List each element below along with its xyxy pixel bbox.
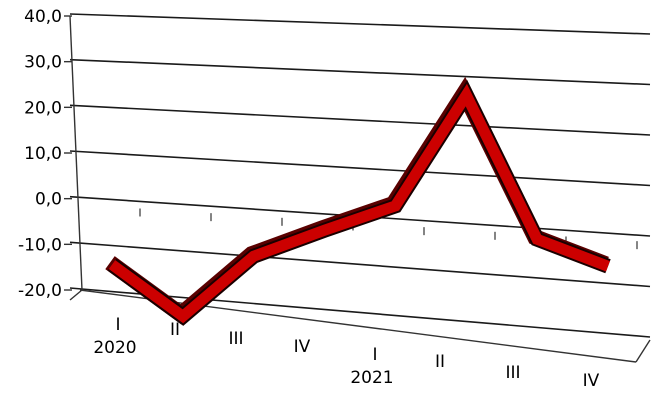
gridline — [69, 104, 651, 136]
series-line-path — [108, 83, 610, 324]
y-tick-label: 30,0 — [24, 53, 62, 73]
year-label: 2020 — [93, 338, 136, 358]
right-depth-edge — [635, 339, 651, 363]
x-tick-label: III — [505, 363, 520, 383]
y-tick-label: 40,0 — [24, 7, 62, 27]
x-tick-label: IV — [294, 337, 311, 357]
x-tick-label: II — [435, 352, 445, 372]
y-tick-label: -10,0 — [18, 235, 62, 255]
gridline — [69, 150, 651, 187]
x-tick-label: II — [170, 320, 180, 340]
y-tick-label: 0,0 — [35, 190, 62, 210]
left-depth-edge — [69, 289, 83, 301]
chart-frame — [69, 15, 651, 363]
x-tick-label: III — [228, 329, 243, 349]
series-line — [105, 76, 611, 326]
y-tick-label: 20,0 — [24, 98, 62, 118]
gridline — [69, 241, 651, 288]
gridline — [69, 13, 651, 35]
y-tick-label: 10,0 — [24, 144, 62, 164]
y-axis-ticks: 40,0 30,0 20,0 10,0 0,0 -10,0 -20,0 — [18, 7, 72, 301]
x-tick-label: I — [372, 345, 377, 365]
year-label: 2021 — [350, 368, 393, 388]
y-tick-label: -20,0 — [18, 281, 62, 301]
x-tick-label: I — [115, 315, 120, 335]
gridline — [69, 58, 651, 86]
x-tick-label: IV — [583, 371, 600, 391]
